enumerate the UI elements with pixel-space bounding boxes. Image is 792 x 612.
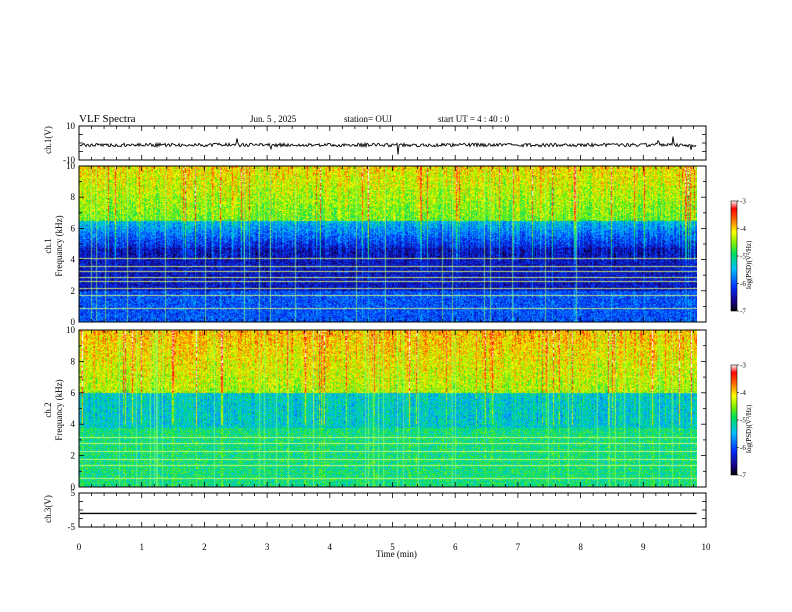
colorbar-tick-label: -6: [740, 444, 746, 452]
ch1-spectrogram-image: [79, 166, 697, 322]
colorbar-tick-label: -7: [740, 308, 746, 316]
date-label: Jun. 5 , 2025: [250, 114, 297, 124]
x-tick-label: 9: [641, 542, 646, 552]
x-tick-label: 0: [77, 542, 82, 552]
y-tick-label: 10: [66, 161, 76, 171]
x-tick-label: 7: [516, 542, 521, 552]
colorbar-tick-label: -7: [740, 472, 746, 480]
x-tick-label: 5: [390, 542, 395, 552]
x-tick-label: 6: [453, 542, 458, 552]
ch2-frequency-axis-label: Frequancy (kHz): [54, 379, 64, 441]
colorbar-tick-label: -4: [740, 225, 746, 233]
ch1-waveform-line: [79, 136, 697, 155]
ch1-colorbar-label: log(PSD)(V²/Hz): [745, 240, 753, 289]
y-tick-label: 4: [71, 255, 76, 265]
ch1-voltage-axis-label: ch.1(V): [43, 126, 53, 154]
ch1-channel-label: ch.1: [43, 238, 53, 254]
station-label: station= OUJ: [344, 114, 392, 124]
x-tick-label: 3: [265, 542, 270, 552]
x-tick-label: 4: [328, 542, 333, 552]
panel-4-frame: [78, 492, 707, 528]
panel-1-frame: [78, 125, 707, 161]
x-tick-label: 10: [702, 542, 712, 552]
ch1-frequency-axis-label: Frequancy (kHz): [54, 215, 64, 277]
y-tick-label: 0: [71, 317, 76, 327]
x-tick-label: 8: [578, 542, 583, 552]
x-axis-label: Time (min): [376, 549, 417, 559]
y-tick-label: 10: [66, 121, 76, 131]
y-tick-label: 5: [71, 488, 76, 498]
start-time-label: start UT = 4 : 40 : 0: [438, 114, 510, 124]
ch2-channel-label: ch.2: [43, 402, 53, 418]
y-tick-label: 8: [71, 356, 76, 366]
chart-title: VLF Spectra: [79, 113, 136, 125]
y-tick-label: 10: [66, 325, 76, 335]
colorbar-tick-label: -5: [740, 417, 746, 425]
y-tick-label: 4: [71, 419, 76, 429]
x-tick-label: 1: [139, 542, 144, 552]
waveform-layer: [79, 136, 697, 515]
y-tick-label: 6: [71, 388, 76, 398]
ch2-spectrogram-image: [79, 330, 697, 487]
x-tick-label: 2: [202, 542, 207, 552]
ch1-colorbar: [730, 200, 738, 312]
colorbar-tick-label: -3: [740, 362, 746, 370]
ch2-colorbar: [730, 364, 738, 476]
y-tick-label: 6: [71, 223, 76, 233]
ch3-voltage-axis-label: ch.3(V): [43, 495, 53, 523]
y-tick-label: 0: [71, 482, 76, 492]
colorbar-tick-label: -6: [740, 280, 746, 288]
spectrogram-layer: [79, 166, 697, 487]
y-tick-label: 2: [71, 286, 76, 296]
colorbar-tick-label: -4: [740, 389, 746, 397]
ch2-colorbar-label: log(PSD)(V²/Hz): [745, 404, 753, 453]
colorbar-tick-label: -3: [740, 198, 746, 206]
y-tick-label: -10: [63, 155, 75, 165]
y-tick-label: 2: [71, 451, 76, 461]
colorbar-tick-label: -5: [740, 253, 746, 261]
colorbars: -3 -4 -5 -6 -7 -3 -4 -5 -6 -7: [730, 198, 746, 480]
y-tick-label: -5: [68, 522, 76, 532]
y-tick-label: 8: [71, 192, 76, 202]
